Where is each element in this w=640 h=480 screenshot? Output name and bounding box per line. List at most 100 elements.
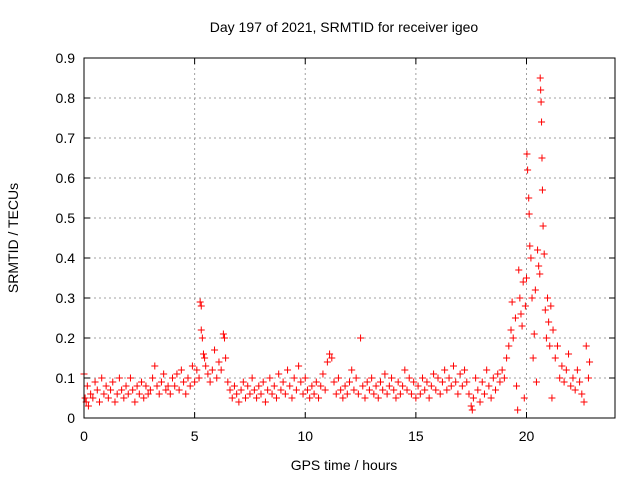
data-point <box>266 374 274 382</box>
data-point <box>286 382 294 390</box>
y-tick-label: 0.4 <box>56 250 76 266</box>
data-point <box>525 210 533 218</box>
data-point <box>514 406 522 414</box>
data-point <box>498 366 506 374</box>
data-point <box>376 378 384 386</box>
data-point <box>508 298 516 306</box>
data-point <box>545 318 553 326</box>
data-point <box>562 366 570 374</box>
data-point <box>478 378 486 386</box>
data-point <box>233 390 241 398</box>
data-point <box>580 398 588 406</box>
data-point <box>410 378 418 386</box>
data-point <box>118 386 126 394</box>
data-point <box>571 386 579 394</box>
data-point <box>115 374 123 382</box>
data-point <box>133 382 141 390</box>
data-point <box>458 382 466 390</box>
data-point <box>334 374 342 382</box>
data-point <box>565 350 573 358</box>
x-axis-label: GPS time / hours <box>291 457 398 473</box>
data-point <box>385 382 393 390</box>
data-point <box>368 374 376 382</box>
data-point <box>211 346 219 354</box>
data-point <box>198 334 206 342</box>
y-tick-label: 0.9 <box>56 50 76 66</box>
data-point <box>226 386 234 394</box>
data-point <box>169 374 176 382</box>
data-point <box>432 386 440 394</box>
data-point <box>303 386 311 394</box>
data-point <box>202 362 210 370</box>
tick-labels: 0 0.1 0.2 0.3 0.4 0.5 0.6 0.7 0.8 0.9 0 5 10 15 20 <box>56 50 535 444</box>
data-point <box>126 374 134 382</box>
data-point <box>392 394 400 402</box>
data-point <box>447 382 455 390</box>
data-point <box>388 374 396 382</box>
data-point <box>452 378 460 386</box>
data-point <box>468 406 476 414</box>
y-tick-label: 0.5 <box>56 210 76 226</box>
data-point <box>166 390 174 398</box>
data-point <box>164 382 172 390</box>
data-point <box>472 374 480 382</box>
data-point <box>102 382 110 390</box>
data-point <box>321 386 329 394</box>
data-point <box>275 370 283 378</box>
data-point <box>523 274 530 282</box>
data-point <box>217 366 225 374</box>
data-point <box>537 86 545 94</box>
data-point <box>517 310 525 318</box>
data-point <box>162 386 170 394</box>
data-point <box>430 370 438 378</box>
data-point <box>193 366 201 374</box>
data-point <box>288 394 296 402</box>
data-point <box>513 382 521 390</box>
data-point <box>268 390 276 398</box>
data-point <box>343 390 351 398</box>
data-point <box>480 390 488 398</box>
data-point <box>326 350 334 358</box>
data-point <box>91 378 99 386</box>
data-point <box>330 378 338 386</box>
data-point <box>182 390 190 398</box>
data-point <box>341 382 349 390</box>
data-point <box>476 398 484 406</box>
data-point <box>317 382 325 390</box>
data-point <box>242 394 250 402</box>
data-point <box>407 390 415 398</box>
data-point <box>107 386 115 394</box>
data-point <box>292 386 300 394</box>
data-point <box>220 334 228 342</box>
data-point <box>540 250 548 258</box>
data-point <box>153 382 161 390</box>
data-point <box>175 386 183 394</box>
data-point <box>98 374 106 382</box>
y-tick-label: 0.7 <box>56 130 76 146</box>
data-point <box>531 286 539 294</box>
y-axis-label: SRMTID / TECUs <box>5 183 21 293</box>
data-point <box>401 366 409 374</box>
data-point <box>505 342 513 350</box>
data-point <box>551 354 559 362</box>
data-point <box>536 270 544 278</box>
data-point <box>381 370 389 378</box>
data-point <box>573 366 581 374</box>
data-point <box>255 382 263 390</box>
data-point <box>196 298 204 306</box>
data-point <box>520 394 528 402</box>
data-point <box>436 390 444 398</box>
data-point <box>113 390 121 398</box>
data-point <box>244 382 252 390</box>
data-point <box>494 370 502 378</box>
data-point <box>586 358 594 366</box>
data-point <box>157 378 165 386</box>
data-point <box>259 378 267 386</box>
data-point <box>509 334 517 342</box>
data-point <box>434 374 442 382</box>
data-point <box>197 326 205 334</box>
data-point <box>529 354 537 362</box>
data-point <box>524 166 532 174</box>
data-point <box>83 382 91 390</box>
data-point <box>569 374 577 382</box>
